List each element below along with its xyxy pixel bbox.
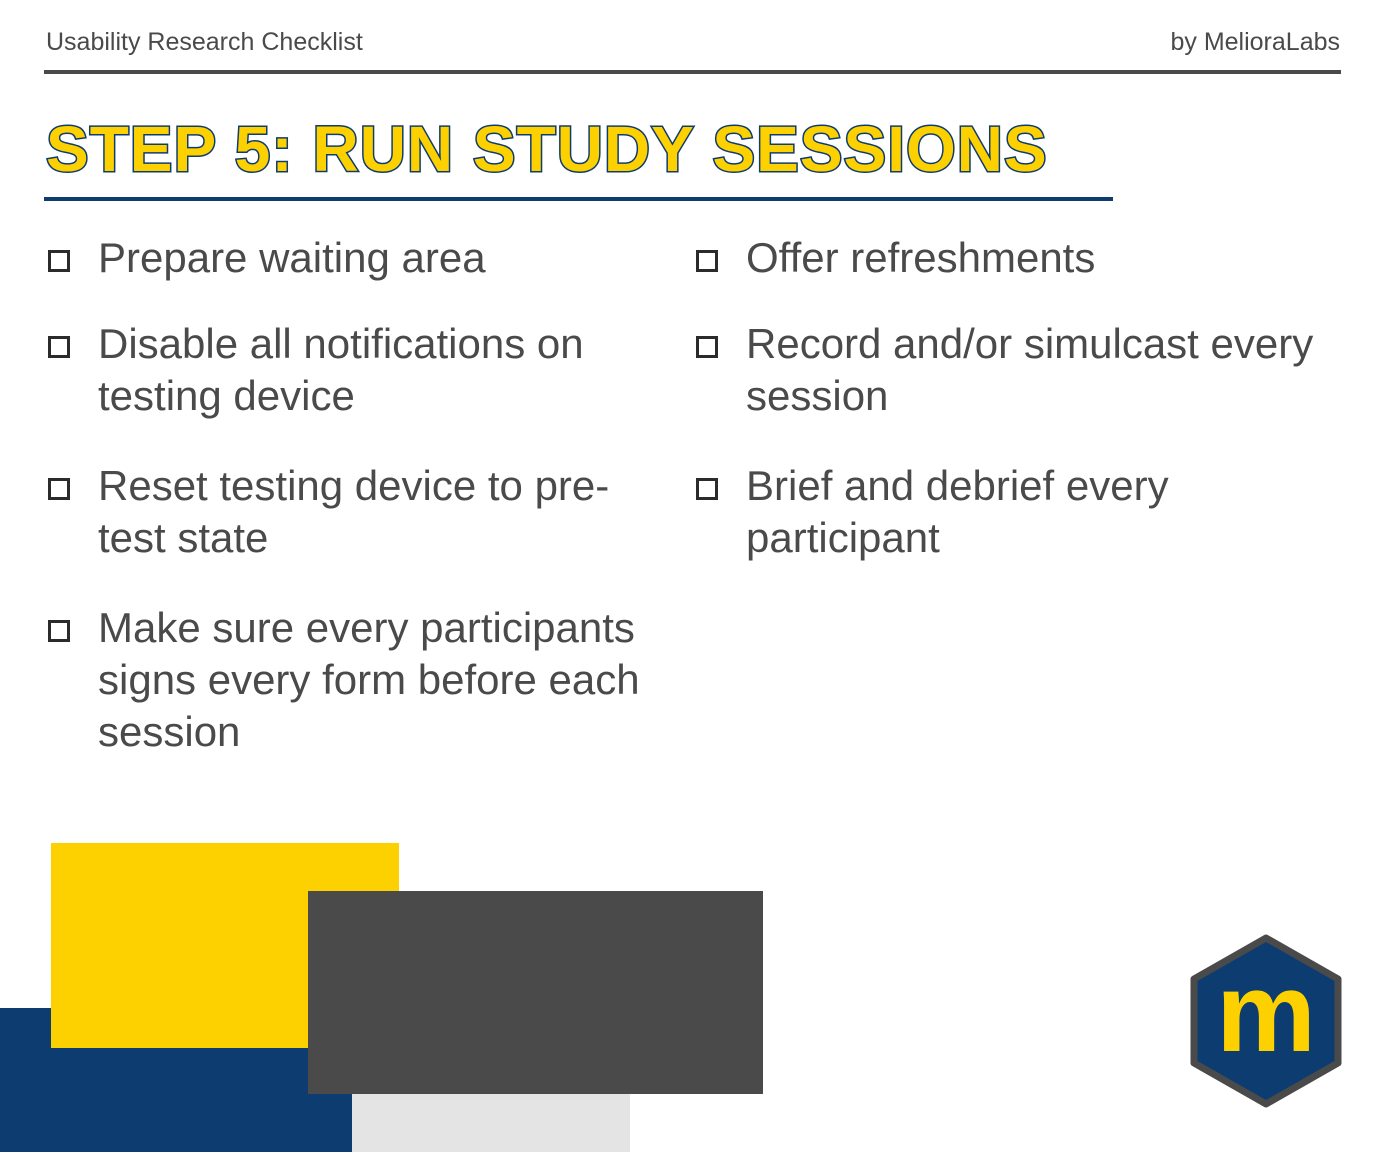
checklist-item[interactable]: Record and/or simulcast every session <box>692 318 1332 422</box>
logo-letter: m <box>1216 950 1316 1075</box>
decorative-dark-gray-block <box>308 891 763 1094</box>
checklist-item[interactable]: Offer refreshments <box>692 232 1332 284</box>
checkbox[interactable] <box>48 336 70 358</box>
checklist-item-label: Brief and debrief every participant <box>746 462 1169 561</box>
header-divider <box>44 70 1341 74</box>
checklist-item-label: Record and/or simulcast every session <box>746 320 1314 419</box>
logo-hexagon <box>1190 934 1342 1108</box>
checkbox[interactable] <box>696 336 718 358</box>
checkbox[interactable] <box>48 620 70 642</box>
checklist-item-label: Offer refreshments <box>746 234 1096 281</box>
checkbox[interactable] <box>48 250 70 272</box>
checkbox[interactable] <box>48 478 70 500</box>
meliora-logo-icon: m <box>1190 934 1342 1108</box>
header-left-text: Usability Research Checklist <box>46 28 363 56</box>
checklist-item[interactable]: Brief and debrief every participant <box>692 460 1332 564</box>
title-underline <box>44 197 1113 201</box>
checklist-item-label: Disable all notifications on testing dev… <box>98 320 584 419</box>
checklist-item[interactable]: Prepare waiting area <box>44 232 644 284</box>
checklist-item[interactable]: Disable all notifications on testing dev… <box>44 318 644 422</box>
header-right-text: by MelioraLabs <box>1170 28 1340 56</box>
checklist-item[interactable]: Make sure every participants signs every… <box>44 602 644 758</box>
checkbox[interactable] <box>696 250 718 272</box>
decorative-light-gray-block <box>352 1094 630 1152</box>
checklist-item-label: Reset testing device to pre-test state <box>98 462 610 561</box>
checklist-left-column: Prepare waiting area Disable all notific… <box>44 232 644 758</box>
checklist-item-label: Prepare waiting area <box>98 234 486 281</box>
checklist-right-column: Offer refreshments Record and/or simulca… <box>692 232 1332 564</box>
checklist-item[interactable]: Reset testing device to pre-test state <box>44 460 644 564</box>
checklist-item-label: Make sure every participants signs every… <box>98 604 640 755</box>
page-title: STEP 5: RUN STUDY SESSIONS <box>45 112 1049 187</box>
checkbox[interactable] <box>696 478 718 500</box>
